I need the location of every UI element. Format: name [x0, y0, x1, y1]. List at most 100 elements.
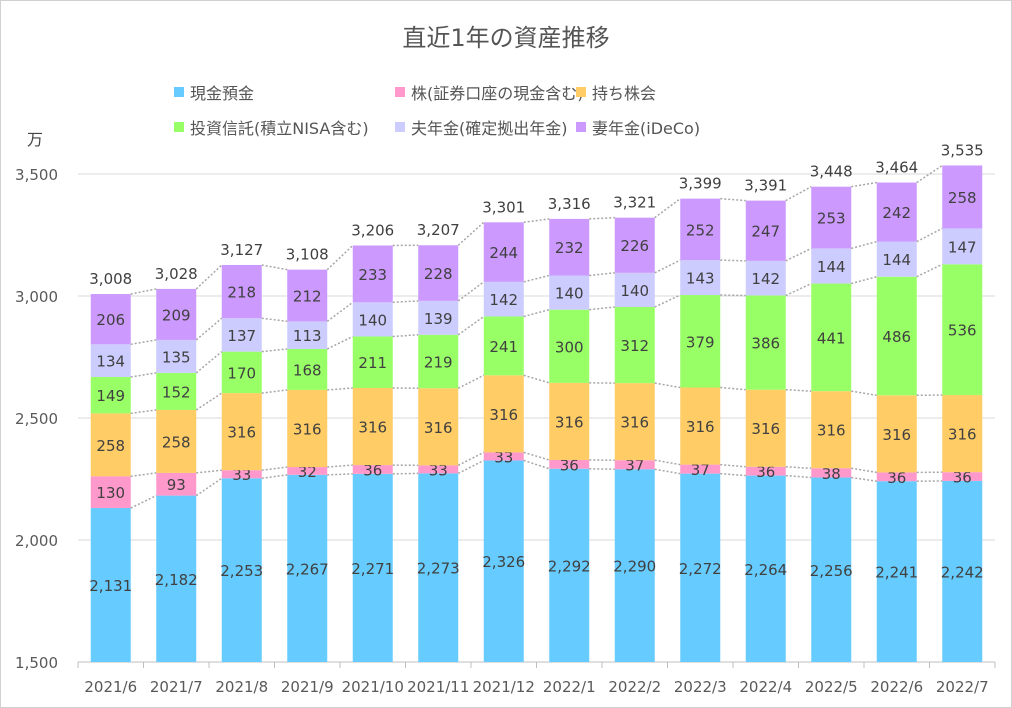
series-line: [720, 259, 746, 262]
bar-segment: [614, 460, 655, 470]
legend-item: 現金預金: [174, 80, 254, 104]
x-tick-label: 2021/7: [150, 678, 203, 696]
data-label: 147: [948, 238, 977, 256]
series-line: [261, 317, 288, 323]
bar-segment: [156, 472, 197, 496]
series-line: [130, 472, 157, 478]
bar-segment: [876, 241, 917, 277]
legend-label: 現金預金: [190, 84, 255, 103]
data-label: 211: [358, 354, 387, 372]
bar-segment: [549, 382, 590, 460]
data-label: 233: [358, 266, 387, 284]
bar-segment: [418, 245, 459, 301]
total-label: 3,391: [744, 177, 787, 195]
bar-segment: [876, 472, 917, 482]
series-line: [261, 389, 288, 394]
bar-segment: [90, 344, 131, 378]
data-label: 134: [96, 353, 125, 371]
series-line: [720, 472, 746, 477]
total-label: 3,206: [351, 221, 394, 239]
bar-segment: [811, 186, 852, 249]
data-label: 209: [162, 306, 191, 324]
data-label: 144: [817, 258, 846, 276]
series-line: [654, 198, 681, 219]
data-label: 212: [293, 288, 322, 306]
data-label: 252: [686, 221, 715, 239]
series-line: [261, 474, 288, 480]
bar-segment: [942, 472, 983, 481]
data-label: 312: [620, 337, 649, 355]
legend-swatch: [174, 122, 184, 132]
total-label: 3,321: [613, 194, 656, 212]
x-tick-label: 2022/1: [543, 678, 596, 696]
bar-segment: [287, 348, 328, 390]
data-label: 2,241: [875, 564, 918, 582]
series-line: [916, 164, 943, 184]
series-line: [457, 315, 485, 336]
bar-segment: [221, 351, 262, 394]
series-line: [195, 392, 223, 411]
bar-segment: [614, 306, 655, 384]
bar-segment: [745, 475, 786, 662]
data-label: 219: [424, 354, 453, 372]
data-label: 2,271: [351, 560, 394, 578]
data-label: 36: [560, 456, 579, 474]
y-tick-label: 2,500: [15, 410, 58, 428]
x-tick-label: 2021/10: [342, 678, 404, 696]
total-label: 3,207: [417, 221, 460, 239]
legend-label: 夫年金(確定拠出年金): [411, 119, 568, 138]
data-label: 228: [424, 265, 453, 283]
bar-segment: [680, 473, 721, 662]
y-tick-label: 3,000: [15, 288, 58, 306]
bar-segment: [876, 276, 917, 396]
data-label: 2,182: [155, 571, 198, 589]
series-line: [851, 275, 877, 285]
bar-segment: [876, 182, 917, 242]
series-line: [851, 467, 877, 474]
data-label: 441: [817, 329, 846, 347]
series-line: [851, 476, 877, 482]
data-label: 2,272: [679, 560, 722, 578]
data-label: 244: [489, 244, 518, 262]
bar-segment: [614, 217, 655, 273]
data-label: 316: [489, 406, 518, 424]
bar-segment: [287, 269, 328, 322]
series-line: [130, 409, 157, 415]
series-line: [851, 240, 877, 250]
bar-segment: [549, 468, 590, 662]
x-tick-label: 2022/6: [870, 678, 923, 696]
y-tick-label: 3,500: [15, 166, 58, 184]
bar-segment: [90, 476, 131, 509]
series-line: [195, 477, 223, 497]
bar-segment: [811, 248, 852, 284]
bar-segment: [287, 467, 328, 475]
series-line: [785, 282, 812, 297]
series-line: [523, 308, 550, 318]
data-label: 139: [424, 310, 453, 328]
data-label: 379: [686, 333, 715, 351]
legend-item: 株(証券口座の現金含む): [395, 80, 584, 104]
data-label: 316: [817, 422, 846, 440]
bar-segment: [483, 460, 524, 662]
legend-item: 持ち株会: [576, 80, 656, 104]
data-label: 37: [691, 461, 710, 479]
series-line: [720, 386, 746, 391]
bar-segment: [287, 321, 328, 349]
series-line: [457, 374, 485, 389]
bar-segment: [418, 300, 459, 335]
bar-segment: [680, 387, 721, 465]
series-line: [523, 274, 550, 283]
bar-segment: [680, 295, 721, 388]
data-label: 2,267: [286, 560, 329, 578]
series-line: [195, 351, 223, 374]
data-label: 247: [751, 223, 780, 241]
bar-segment: [483, 316, 524, 376]
series-line: [916, 263, 943, 278]
series-line: [392, 300, 419, 304]
data-label: 170: [227, 364, 256, 382]
series-line: [589, 216, 615, 220]
data-label: 36: [363, 461, 382, 479]
bar-segment: [221, 265, 262, 319]
bar-segment: [680, 260, 721, 296]
data-label: 38: [822, 465, 841, 483]
